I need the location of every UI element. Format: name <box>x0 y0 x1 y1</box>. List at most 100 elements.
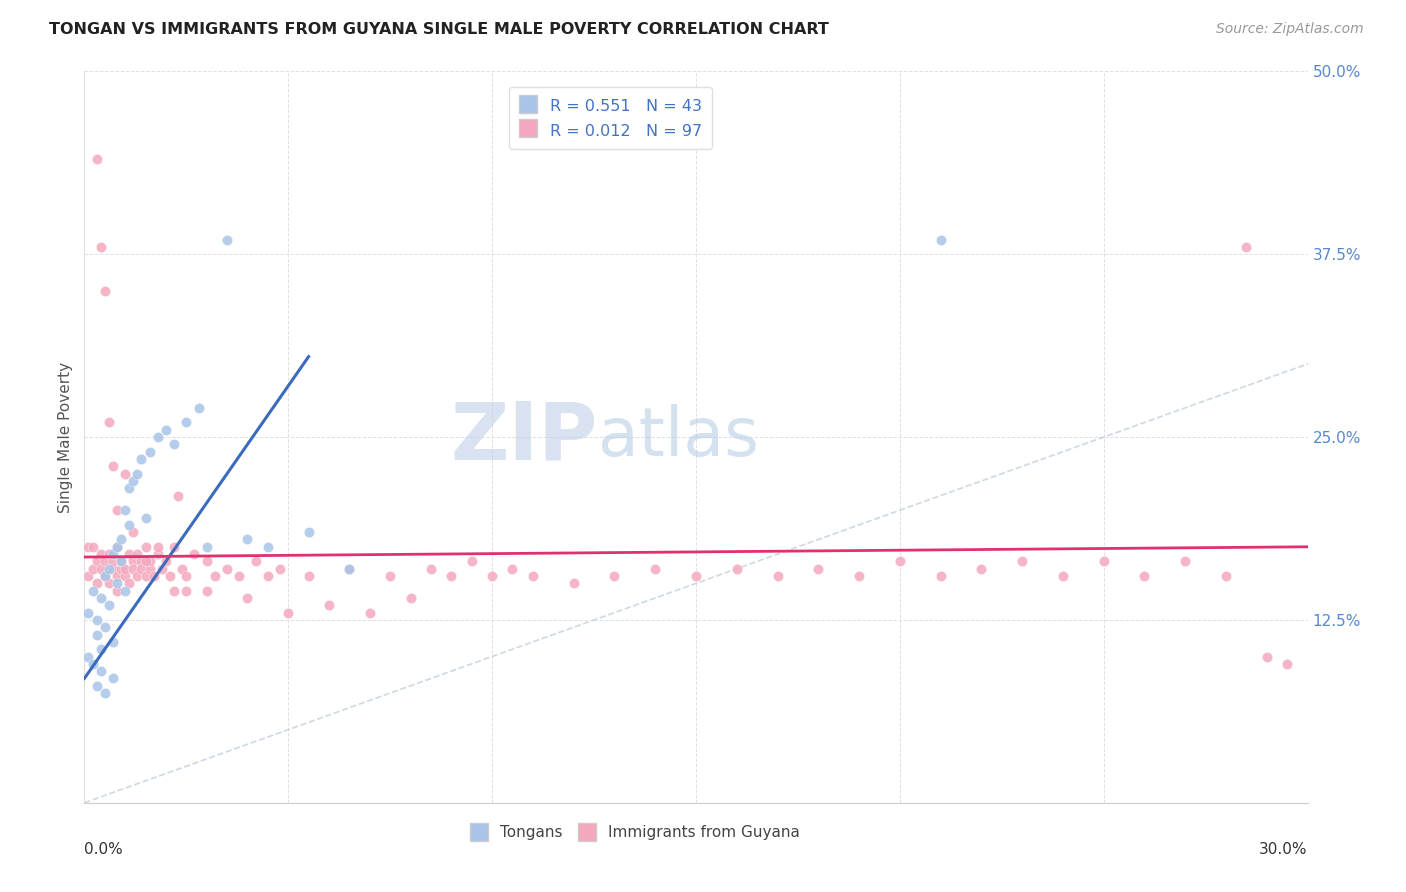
Point <box>86 679 108 693</box>
Point <box>135 510 157 524</box>
Point <box>603 569 626 583</box>
Point <box>105 503 128 517</box>
Point <box>114 562 136 576</box>
Point <box>131 452 153 467</box>
Point <box>122 562 145 576</box>
Point <box>461 554 484 568</box>
Point <box>90 562 112 576</box>
Point <box>105 540 128 554</box>
Point <box>77 649 100 664</box>
Point <box>131 554 153 568</box>
Point <box>1052 569 1074 583</box>
Point <box>90 664 112 678</box>
Point <box>929 233 952 247</box>
Point <box>135 554 157 568</box>
Point <box>93 686 115 700</box>
Point <box>725 562 748 576</box>
Point <box>82 562 104 576</box>
Point <box>77 606 100 620</box>
Point <box>298 525 321 540</box>
Point <box>1256 649 1278 664</box>
Point <box>77 540 100 554</box>
Point <box>114 467 136 481</box>
Point <box>298 569 321 583</box>
Point <box>86 554 108 568</box>
Point <box>502 562 524 576</box>
Point <box>101 547 124 561</box>
Point <box>1174 554 1197 568</box>
Point <box>217 562 239 576</box>
Point <box>86 152 108 166</box>
Point <box>135 569 157 583</box>
Point <box>93 620 115 634</box>
Point <box>101 672 124 686</box>
Point <box>195 583 218 598</box>
Point <box>807 562 830 576</box>
Point <box>172 562 194 576</box>
Point <box>118 517 141 532</box>
Point <box>90 240 112 254</box>
Point <box>766 569 789 583</box>
Point <box>97 576 120 591</box>
Point <box>127 569 149 583</box>
Point <box>217 233 239 247</box>
Point <box>122 474 145 488</box>
Point <box>114 503 136 517</box>
Point <box>236 533 259 547</box>
Point <box>138 562 160 576</box>
Point <box>93 284 115 298</box>
Point <box>110 554 132 568</box>
Point <box>1092 554 1115 568</box>
Legend: Tongans, Immigrants from Guyana: Tongans, Immigrants from Guyana <box>464 819 806 847</box>
Point <box>101 554 124 568</box>
Point <box>150 562 173 576</box>
Point <box>685 569 707 583</box>
Point <box>318 599 340 613</box>
Point <box>195 554 218 568</box>
Point <box>257 569 280 583</box>
Point <box>155 423 177 437</box>
Point <box>114 569 136 583</box>
Point <box>93 569 115 583</box>
Point <box>146 430 169 444</box>
Text: atlas: atlas <box>598 404 759 470</box>
Point <box>114 583 136 598</box>
Point <box>970 562 993 576</box>
Point <box>163 540 186 554</box>
Point <box>644 562 666 576</box>
Point <box>101 459 124 474</box>
Point <box>146 540 169 554</box>
Point <box>82 657 104 671</box>
Point <box>187 401 209 415</box>
Point <box>257 540 280 554</box>
Point <box>155 554 177 568</box>
Point <box>339 562 361 576</box>
Point <box>174 569 197 583</box>
Point <box>131 562 153 576</box>
Point <box>1133 569 1156 583</box>
Point <box>1011 554 1033 568</box>
Point <box>1277 657 1299 671</box>
Point <box>163 583 186 598</box>
Point <box>110 533 132 547</box>
Point <box>97 599 120 613</box>
Point <box>195 540 218 554</box>
Text: ZIP: ZIP <box>451 398 598 476</box>
Point <box>889 554 911 568</box>
Point <box>339 562 361 576</box>
Point <box>277 606 299 620</box>
Point <box>359 606 381 620</box>
Point <box>420 562 443 576</box>
Point <box>522 569 544 583</box>
Point <box>135 540 157 554</box>
Point <box>82 540 104 554</box>
Point <box>110 562 132 576</box>
Point <box>110 554 132 568</box>
Point <box>86 613 108 627</box>
Point <box>163 437 186 451</box>
Point <box>174 583 197 598</box>
Point <box>105 583 128 598</box>
Point <box>159 569 181 583</box>
Point <box>101 562 124 576</box>
Point <box>118 576 141 591</box>
